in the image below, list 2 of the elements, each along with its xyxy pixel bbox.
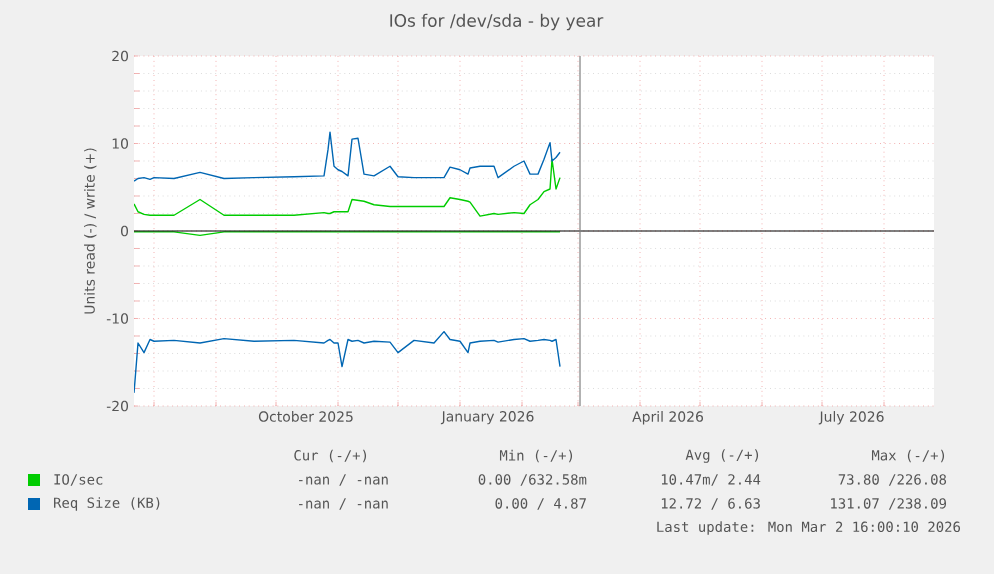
chart-title: IOs for /dev/sda - by year <box>390 13 604 31</box>
line-series <box>134 330 561 394</box>
